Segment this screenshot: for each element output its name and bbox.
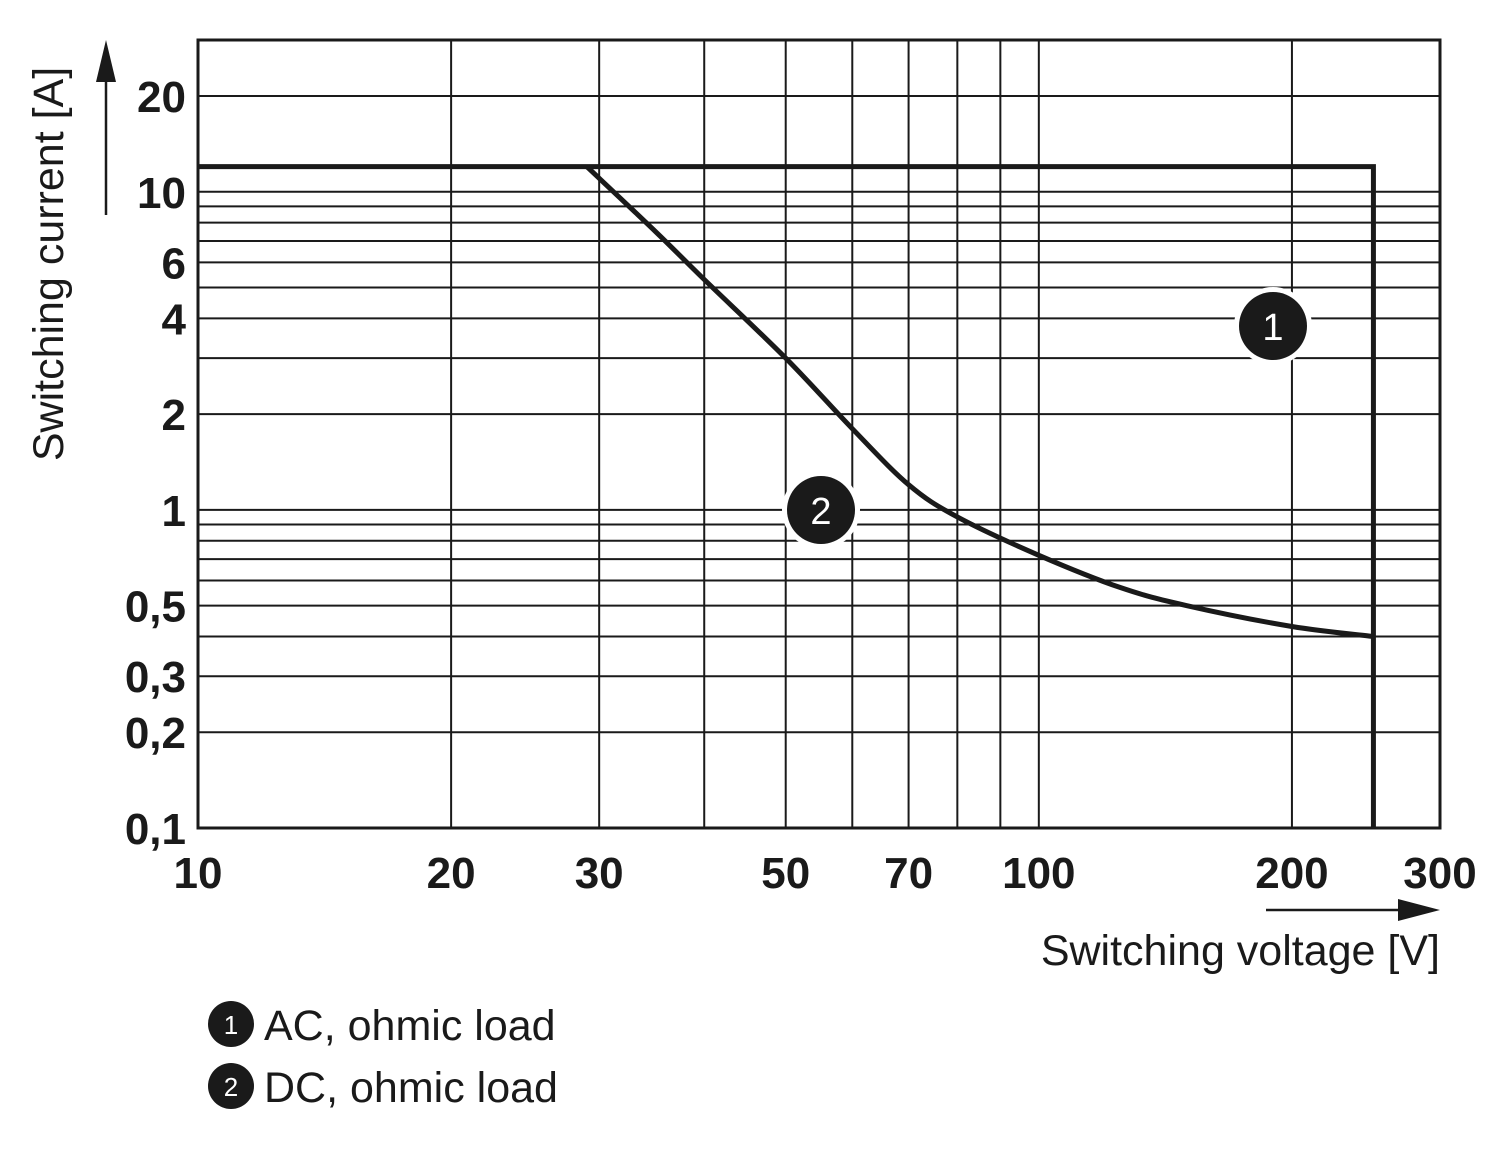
y-tick-label: 0,1 <box>125 805 186 854</box>
legend-marker-2 <box>208 1063 254 1109</box>
x-tick-label: 300 <box>1403 849 1476 898</box>
y-tick-label: 2 <box>162 391 186 440</box>
x-axis-arrowhead <box>1398 899 1440 921</box>
legend-item-ac: 1 AC, ohmic load <box>208 1001 556 1050</box>
series-markers: 12 <box>782 287 1312 549</box>
legend: 1 AC, ohmic load 2 DC, ohmic load <box>208 1001 558 1112</box>
series-dc-line <box>585 164 1374 639</box>
x-tick-label: 70 <box>884 849 933 898</box>
legend-marker-1 <box>208 1001 254 1047</box>
series-layer <box>198 164 1376 828</box>
y-tick-label: 0,3 <box>125 653 186 702</box>
x-tick-label: 30 <box>575 849 624 898</box>
x-axis-label: Switching voltage [V] <box>1041 927 1440 975</box>
legend-marker-1-label: 1 <box>224 1010 238 1040</box>
y-tick-label: 0,2 <box>125 709 186 758</box>
x-tick-label: 20 <box>427 849 476 898</box>
y-tick-label: 10 <box>137 169 186 218</box>
plot-frame <box>196 38 1442 830</box>
legend-marker-2-label: 2 <box>224 1072 238 1102</box>
series-marker-2 <box>787 476 855 544</box>
grid <box>198 40 1440 828</box>
y-axis-label: Switching current [A] <box>25 67 73 461</box>
series-marker-label: 2 <box>810 491 831 533</box>
x-tick-label: 200 <box>1255 849 1328 898</box>
y-tick-label: 20 <box>137 73 186 122</box>
y-axis-arrowhead <box>96 40 116 82</box>
legend-label-dc: DC, ohmic load <box>264 1064 558 1112</box>
x-tick-label: 50 <box>761 849 810 898</box>
legend-item-dc: 2 DC, ohmic load <box>208 1063 558 1112</box>
series-marker-1 <box>1239 292 1307 360</box>
y-tick-labels: 0,1 0,2 0,3 0,5 1 2 4 6 10 20 <box>125 73 187 854</box>
y-tick-label: 0,5 <box>125 583 186 632</box>
y-tick-label: 1 <box>162 487 186 536</box>
x-tick-labels: 10 20 30 50 70 100 200 300 <box>174 849 1477 898</box>
y-tick-label: 4 <box>162 295 187 344</box>
x-tick-label: 10 <box>174 849 223 898</box>
x-tick-label: 100 <box>1002 849 1075 898</box>
y-tick-label: 6 <box>162 239 186 288</box>
legend-label-ac: AC, ohmic load <box>264 1002 556 1050</box>
series-marker-label: 1 <box>1262 307 1283 349</box>
